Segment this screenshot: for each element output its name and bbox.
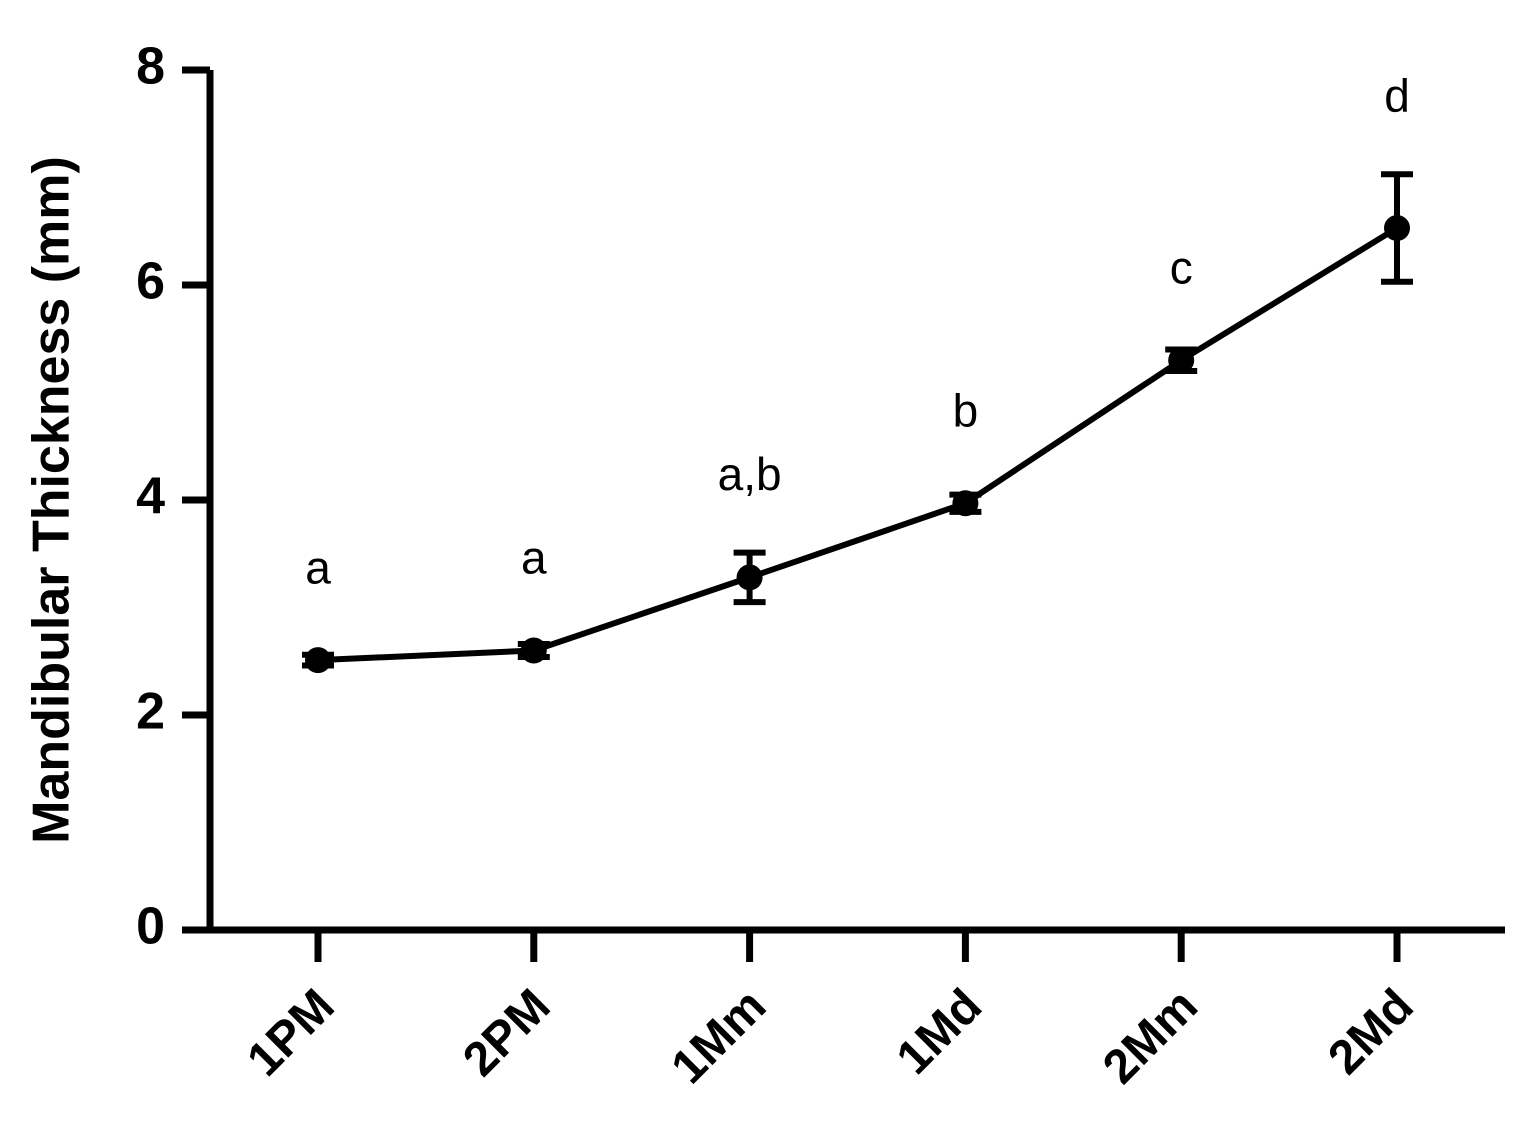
x-tick-label: 1PM	[237, 979, 344, 1086]
annotation: a,b	[718, 448, 782, 500]
annotation: d	[1384, 69, 1410, 121]
y-axis-label: Mandibular Thickness (mm)	[23, 156, 81, 844]
annotation: a	[305, 541, 331, 593]
x-tick-label: 1Md	[887, 979, 992, 1084]
x-tick-label: 2PM	[453, 979, 560, 1086]
line	[317, 225, 1399, 664]
y-tick-label: 4	[136, 468, 165, 526]
x-tick-label: 2Md	[1318, 979, 1423, 1084]
y-tick-label: 6	[136, 253, 165, 311]
annotation: c	[1170, 241, 1193, 293]
marker	[952, 490, 979, 517]
annotation: a	[521, 532, 547, 584]
marker	[1384, 215, 1410, 242]
x-tick-label: 2Mm	[1093, 979, 1208, 1094]
y-tick-label: 0	[136, 898, 165, 956]
y-tick-label: 2	[136, 683, 165, 741]
annotation: b	[953, 384, 979, 436]
marker	[520, 637, 547, 664]
y-tick-label: 8	[136, 38, 165, 96]
marker	[305, 647, 331, 674]
marker	[736, 564, 763, 591]
x-tick-label: 1Mm	[662, 979, 777, 1094]
marker	[1168, 347, 1195, 374]
